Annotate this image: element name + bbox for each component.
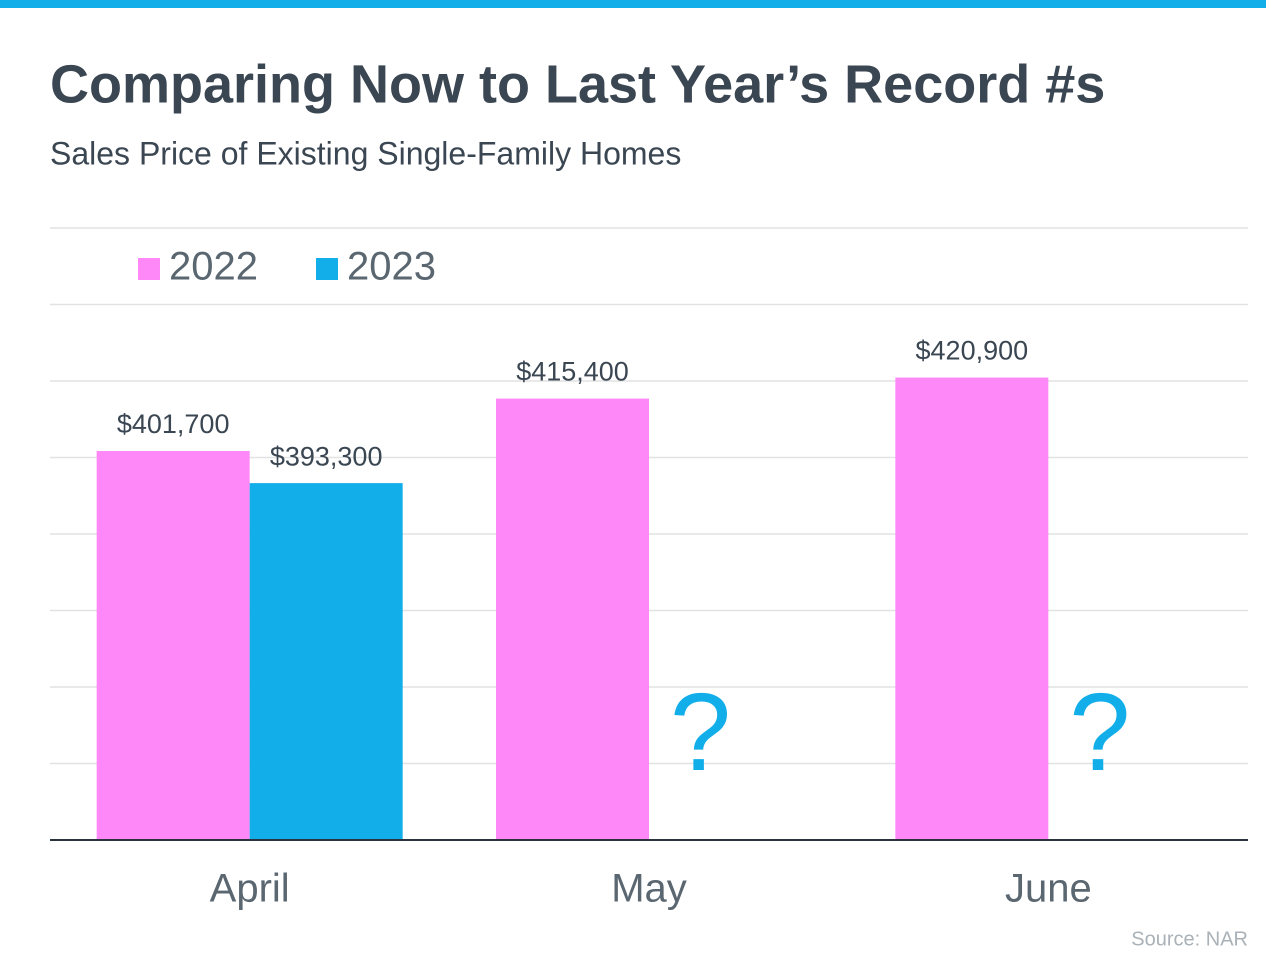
value-label: $393,300	[270, 441, 383, 471]
x-tick-label: May	[611, 867, 687, 911]
source: Source: NAR	[1131, 928, 1248, 950]
missing-label: ?	[670, 671, 731, 794]
value-label: $401,700	[117, 409, 230, 439]
bar	[895, 377, 1049, 840]
legend-swatch	[138, 258, 160, 280]
top-strip	[0, 0, 1266, 8]
bar	[496, 398, 649, 840]
chart-subtitle: Sales Price of Existing Single-Family Ho…	[50, 135, 681, 171]
legend-swatch	[316, 258, 338, 280]
chart-title: Comparing Now to Last Year’s Record #s	[50, 54, 1105, 114]
missing-label: ?	[1069, 671, 1130, 794]
legend-label: 2022	[169, 245, 258, 289]
value-label: $420,900	[916, 336, 1029, 366]
x-tick-label: April	[210, 867, 290, 911]
bar	[96, 450, 250, 840]
x-tick-label: June	[1005, 867, 1092, 911]
value-label: $415,400	[516, 357, 629, 387]
legend-label: 2023	[347, 245, 436, 289]
bar	[249, 483, 403, 840]
